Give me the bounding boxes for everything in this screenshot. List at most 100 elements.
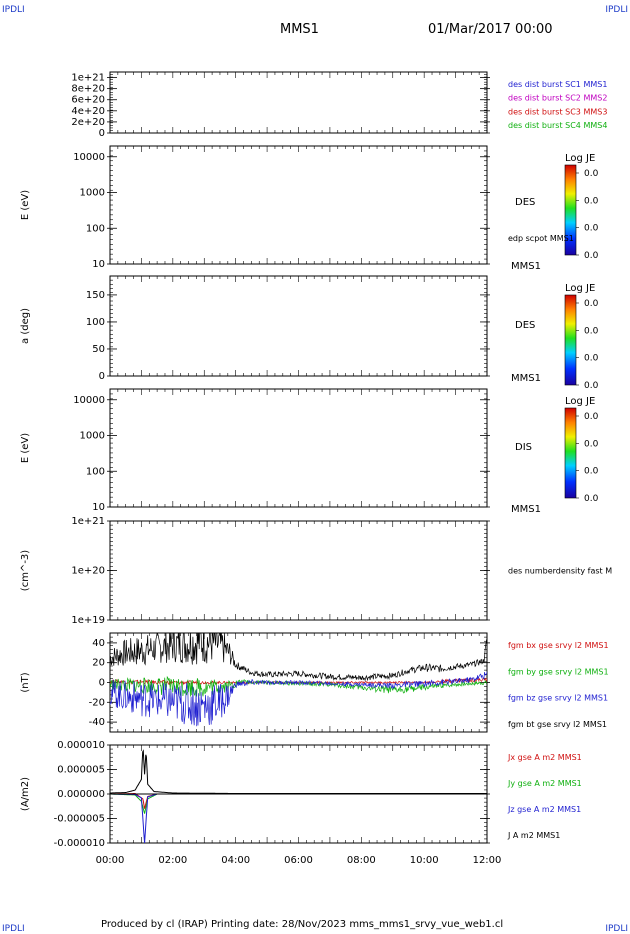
y-tick-label: 100: [86, 317, 105, 328]
colorbar: [564, 164, 577, 256]
y-tick-label: 150: [86, 290, 105, 301]
y-tick-label: 0.000005: [57, 765, 105, 776]
legend-entry: fgm bx gse srvy l2 MMS1: [508, 641, 609, 650]
y-tick-label: 0.000010: [57, 740, 105, 751]
panel-density-burst: [107, 71, 490, 134]
colorbar-label: 0.0: [584, 412, 599, 422]
footer-credit: Produced by cl (IRAP) Printing date: 28/…: [101, 919, 504, 930]
y-tick-label: 10: [92, 502, 105, 513]
panel-frame: [109, 71, 488, 134]
y-axis-label: E (eV): [20, 433, 31, 463]
legend-entry: des dist burst SC4 MMS4: [508, 121, 607, 130]
series-group: [110, 633, 487, 727]
colorbar-label: 0.0: [584, 354, 599, 364]
y-tick-label: 0: [99, 678, 105, 689]
colorbar-label: 0.0: [584, 467, 599, 477]
y-tick-label: 1e+20: [71, 566, 105, 577]
series-line-fgm-bt-gse-srvy-l2-MMS1: [110, 633, 487, 682]
colorbar-label: 0.0: [584, 196, 599, 206]
instrument-label: MMS1: [511, 261, 541, 272]
y-axis-label: E (eV): [20, 190, 31, 220]
y-tick-label: 6e+20: [71, 95, 105, 106]
legend-entry: des numberdensity fast M: [508, 567, 612, 576]
legend-entry: Jz gse A m2 MMS1: [507, 805, 581, 814]
y-tick-label: 20: [92, 658, 105, 669]
date-title: 01/Mar/2017 00:00: [428, 22, 553, 37]
corner-mark-top-right: IPDLI: [605, 5, 628, 15]
panel-label: DIS: [515, 442, 532, 453]
y-tick-label: 2e+20: [71, 117, 105, 128]
x-tick-label: 02:00: [158, 855, 187, 866]
overlay-label: edp scpot MMS1: [508, 234, 574, 243]
series-line-Jx-gse-A-m2-MMS1: [110, 793, 487, 809]
colorbar-label: 0.0: [584, 439, 599, 449]
panel-magnetic-field: [107, 632, 490, 733]
y-tick-label: 0: [99, 371, 105, 382]
series-line-Jy-gse-A-m2-MMS1: [110, 793, 487, 814]
y-tick-label: 1000: [80, 431, 105, 442]
colorbar: [564, 294, 577, 386]
y-axis-label: (nT): [20, 672, 31, 692]
colorbar-label: 0.0: [584, 326, 599, 336]
panel-frame: [109, 275, 488, 377]
y-tick-label: -20: [89, 697, 105, 708]
y-tick-label: 1e+21: [71, 516, 105, 527]
legend-entry: fgm bt gse srvy l2 MMS1: [508, 720, 607, 729]
colorbar-label: 0.0: [584, 224, 599, 234]
y-tick-label: 1e+21: [71, 73, 105, 84]
colorbar-title: Log JE: [565, 396, 595, 407]
y-tick-label: 50: [92, 344, 105, 355]
y-tick-label: -40: [89, 717, 105, 728]
x-tick-label: 10:00: [410, 855, 439, 866]
x-tick-label: 08:00: [347, 855, 376, 866]
panel-frame: [109, 520, 488, 621]
instrument-label: MMS1: [511, 504, 541, 515]
y-tick-label: 100: [86, 223, 105, 234]
series-line-fgm-bx-gse-srvy-l2-MMS1: [110, 676, 487, 686]
y-tick-label: 0: [99, 128, 105, 139]
x-tick-label: 04:00: [221, 855, 250, 866]
series-group: [110, 749, 487, 843]
y-axis-label: a (deg): [20, 308, 31, 344]
y-tick-label: 10: [92, 259, 105, 270]
panel-des-pitch: [107, 275, 579, 386]
series-line-fgm-bz-gse-srvy-l2-MMS1: [110, 671, 487, 727]
y-tick-label: -0.000010: [54, 838, 105, 849]
legend-entry: fgm by gse srvy l2 MMS1: [508, 667, 609, 676]
colorbar-label: 0.0: [584, 169, 599, 179]
panel-label: DES: [515, 197, 535, 208]
y-tick-label: 0.000000: [57, 789, 105, 800]
series-line-Jz-gse-A-m2-MMS1: [110, 793, 487, 843]
y-tick-label: 10000: [73, 395, 105, 406]
y-tick-label: 1e+19: [71, 615, 105, 626]
legend-entry: fgm bz gse srvy l2 MMS1: [508, 694, 608, 703]
y-tick-label: 40: [92, 638, 105, 649]
legend-entry: Jy gse A m2 MMS1: [507, 779, 582, 788]
series-line-J-A-m2-MMS1: [110, 749, 487, 794]
x-tick-label: 06:00: [284, 855, 313, 866]
corner-mark-bottom-left: IPDLI: [2, 924, 25, 934]
x-tick-label: 12:00: [473, 855, 502, 866]
instrument-label: MMS1: [511, 373, 541, 384]
y-axis-label: (A/m2): [20, 777, 31, 811]
legend-entry: J A m2 MMS1: [507, 831, 560, 840]
colorbar-label: 0.0: [584, 381, 599, 391]
legend-entry: des dist burst SC3 MMS3: [508, 107, 607, 116]
legend-entry: des dist burst SC2 MMS2: [508, 94, 607, 103]
y-tick-label: 100: [86, 466, 105, 477]
panel-frame: [109, 388, 488, 508]
y-tick-label: -0.000005: [54, 814, 105, 825]
y-axis-label: (cm^-3): [20, 550, 31, 591]
corner-mark-top-left: IPDLI: [2, 5, 25, 15]
corner-mark-bottom-right: IPDLI: [605, 924, 628, 934]
panel-dis-energy: [107, 388, 579, 508]
spacecraft-title: MMS1: [280, 22, 319, 37]
y-tick-label: 10000: [73, 152, 105, 163]
legend-entry: Jx gse A m2 MMS1: [507, 753, 582, 762]
panel-label: DES: [515, 320, 535, 331]
panel-number-density: [107, 520, 490, 621]
colorbar-title: Log JE: [565, 153, 595, 164]
colorbar: [564, 407, 577, 499]
y-tick-label: 1000: [80, 188, 105, 199]
